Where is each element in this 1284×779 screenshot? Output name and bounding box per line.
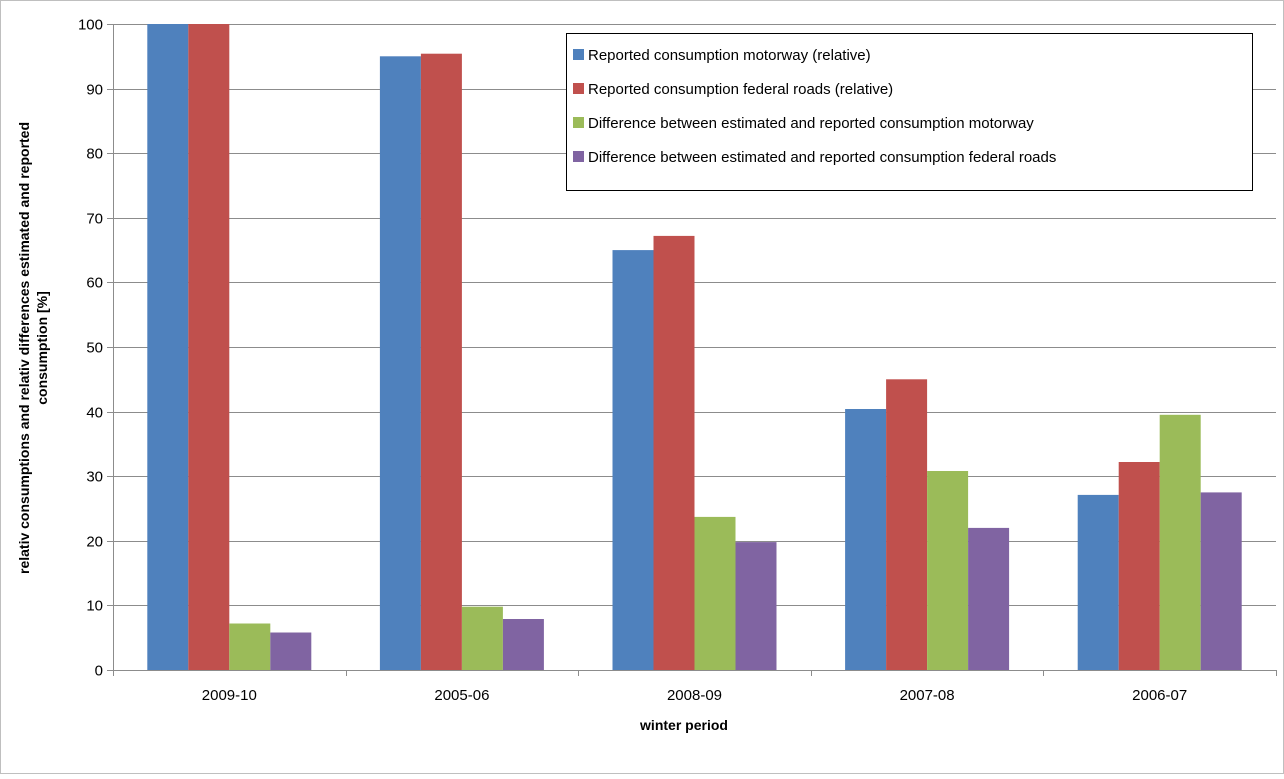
bar-2007-08-series-3	[927, 471, 969, 670]
bar-2009-10-series-4	[270, 632, 312, 670]
legend-swatch	[573, 151, 584, 162]
bar-2006-07-series-3	[1159, 414, 1201, 670]
y-tick-label: 100	[78, 17, 103, 34]
bar-2006-07-series-4	[1200, 492, 1242, 670]
legend-swatch	[573, 83, 584, 94]
bar-2008-09-series-3	[694, 516, 736, 670]
legend-label: Difference between estimated and reporte…	[588, 149, 1056, 166]
x-axis-title: winter period	[639, 717, 728, 733]
x-tick-labels: 2009-10 2005-06 2008-09 2007-08 2006-07	[202, 687, 1187, 704]
y-axis-title-line-2: consumption [%]	[34, 291, 50, 405]
bar-2006-07-series-1	[1077, 494, 1119, 670]
y-tick-label: 40	[86, 405, 103, 422]
y-tick-label: 10	[86, 598, 103, 615]
y-tick-labels: 0 10 20 30 40 50 60 70 80 90 100	[78, 17, 103, 680]
legend-box	[566, 33, 1253, 191]
bar-2005-06-series-1	[379, 56, 421, 671]
bar-2005-06-series-3	[461, 606, 503, 670]
y-tick-label: 0	[95, 663, 103, 680]
legend-swatch	[573, 117, 584, 128]
bar-2005-06-series-2	[420, 53, 462, 670]
bar-2009-10-series-2	[188, 24, 230, 670]
y-tick-label: 70	[86, 211, 103, 228]
y-tick-label: 60	[86, 275, 103, 292]
bar-2009-10-series-3	[229, 623, 271, 670]
x-tick-label: 2007-08	[900, 687, 955, 704]
y-tick-label: 30	[86, 469, 103, 486]
bar-2008-09-series-2	[653, 235, 695, 670]
y-axis-title-line-1: relativ consumptions and relativ differe…	[16, 122, 32, 574]
bar-2007-08-series-1	[845, 409, 887, 670]
y-tick-label: 80	[86, 146, 103, 163]
bar-2008-09-series-4	[735, 542, 777, 670]
bar-2006-07-series-2	[1118, 462, 1160, 670]
axes	[113, 24, 1277, 676]
x-tick-label: 2005-06	[434, 687, 489, 704]
x-tick-label: 2009-10	[202, 687, 257, 704]
x-tick-label: 2006-07	[1132, 687, 1187, 704]
legend-label: Reported consumption motorway (relative)	[588, 47, 871, 64]
y-tick-label: 50	[86, 340, 103, 357]
bars	[147, 24, 1242, 671]
y-tick-label: 20	[86, 534, 103, 551]
y-tick-label: 90	[86, 82, 103, 99]
x-tick-label: 2008-09	[667, 687, 722, 704]
legend-label: Difference between estimated and reporte…	[588, 115, 1034, 132]
bar-2005-06-series-4	[502, 619, 544, 670]
y-axis-title: relativ consumptions and relativ differe…	[16, 122, 50, 574]
bar-2007-08-series-2	[886, 379, 928, 670]
bar-2008-09-series-1	[612, 250, 654, 670]
legend: Reported consumption motorway (relative)…	[566, 33, 1253, 191]
bar-2007-08-series-4	[968, 527, 1010, 670]
bar-2009-10-series-1	[147, 24, 189, 670]
legend-label: Reported consumption federal roads (rela…	[588, 81, 893, 98]
legend-swatch	[573, 49, 584, 60]
